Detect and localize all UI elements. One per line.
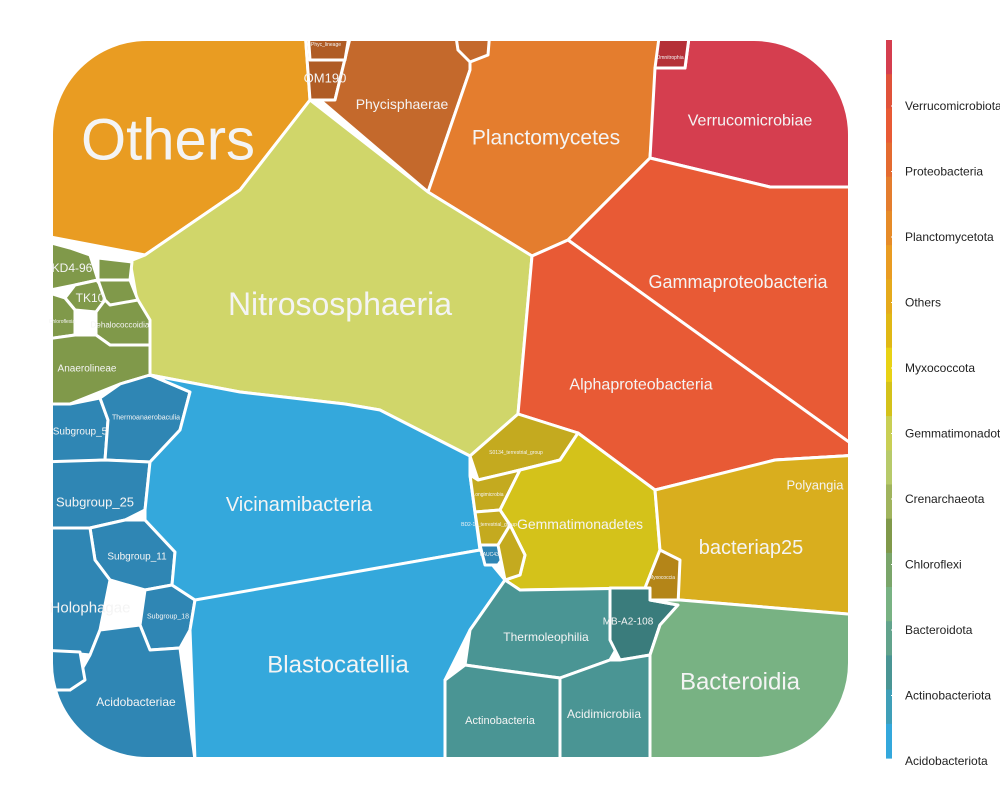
label-nitrososphaeria: Nitrososphaeria <box>228 286 452 322</box>
cell-minor-phycsmall <box>453 40 492 64</box>
label-bacteriap25: bacteriap25 <box>699 537 804 559</box>
cell-holophagae <box>52 526 112 657</box>
cells-layer <box>52 40 849 758</box>
cell-subgroup-25 <box>52 458 152 530</box>
label-dehalococcoidia: Dehalococcoidia <box>91 321 150 330</box>
label-longimicrobia: Longimicrobia <box>472 492 503 498</box>
label-phycisphaerae: Phycisphaerae <box>356 96 449 112</box>
legend-label-crenarchaeota: Crenarchaeota <box>905 492 985 506</box>
legend-label-chloroflexi: Chloroflexi <box>905 558 962 572</box>
label-mb-a2-108: MB-A2-108 <box>603 617 654 628</box>
legend-colorbar-segment <box>886 416 892 451</box>
label-others: Others <box>81 108 255 173</box>
legend-colorbar-segment <box>886 655 892 691</box>
cell-bacteroidia <box>648 598 849 758</box>
label-thermoanaerobaculia: Thermoanaerobaculia <box>112 415 180 422</box>
chart-border <box>51 39 850 759</box>
legend-colorbar-segment <box>886 279 892 315</box>
legend-colorbar-segment <box>886 40 892 75</box>
label-subgroup-11: Subgroup_11 <box>107 552 167 563</box>
cell-actinobacteria <box>443 663 562 758</box>
label-s0134-terrestrial-group: S0134_terrestrial_group <box>489 450 543 456</box>
label-gemmatimonadetes: Gemmatimonadetes <box>517 516 643 532</box>
label-verrucomicrobiae: Verrucomicrobiae <box>688 113 813 130</box>
cell-minor-chlororight <box>96 278 140 307</box>
legend-label-gemmatimonadota: Gemmatimonadota <box>905 427 1000 441</box>
legend-label-planctomycetota: Planctomycetota <box>905 230 994 244</box>
label-acidobacteriae: Acidobacteriae <box>96 695 176 709</box>
label-phyc-lineage: Phyc_lineage <box>311 42 341 48</box>
legend-colorbar-segment <box>886 313 892 349</box>
label-subgroup-25: Subgroup_25 <box>56 495 134 510</box>
labels-layer: Others OM190 Phycisphaerae Planctomycetes Ve… <box>49 42 845 727</box>
legend-colorbar-segment <box>886 176 892 212</box>
label-polyangia: Polyangia <box>786 478 844 493</box>
cell-gammaproteobacteria <box>566 156 849 452</box>
label-blastocatellia: Blastocatellia <box>267 652 409 679</box>
label-gammaproteobacteria: Gammaproteobacteria <box>648 272 828 292</box>
label-bacteroidia: Bacteroidia <box>680 669 801 696</box>
cell-chloroflexia <box>52 288 77 342</box>
legend-colorbar-segment <box>886 621 892 657</box>
legend-colorbar-segment <box>886 552 892 588</box>
cell-minor-kd4small <box>96 256 134 284</box>
label-bd2-11-terrestrial-group: BD2-11_terrestrial_group <box>461 522 517 528</box>
cell-phyc-lineage <box>306 40 352 62</box>
legend-colorbar-segment <box>886 484 892 520</box>
label-alphaproteobacteria: Alphaproteobacteria <box>569 377 712 394</box>
label-om190: OM190 <box>304 71 347 86</box>
cell-minor-smallacido <box>52 648 87 692</box>
legend-colorbar-segment <box>886 518 892 554</box>
legend-label-proteobacteria: Proteobacteria <box>905 165 983 179</box>
legend-colorbar-segment <box>886 74 892 109</box>
legend-colorbar-segment <box>886 347 892 383</box>
legend-colorbar-segment <box>886 108 892 144</box>
label-acidimicrobiia: Acidimicrobiia <box>567 707 641 721</box>
legend-colorbar-segment <box>886 587 892 622</box>
label-omnitrophia: Omnitrophia <box>656 55 683 61</box>
label-holophagae: Holophagae <box>50 600 131 617</box>
legend-label-myxococcota: Myxococcota <box>905 361 975 375</box>
cell-minor-smallgem <box>496 523 527 582</box>
legend-label-verrucomicrobiota: Verrucomicrobiota <box>905 99 1000 113</box>
legend-colorbar-segment <box>886 723 892 759</box>
legend: Verrucomicrobiota Proteobacteria Planctomy… <box>886 40 1000 768</box>
label-vicinamibacteria: Vicinamibacteria <box>226 494 373 516</box>
legend-colorbar-segment <box>886 450 892 486</box>
legend-label-bacteroidota: Bacteroidota <box>905 623 973 637</box>
label-planctomycetes: Planctomycetes <box>472 127 620 150</box>
label-actinobacteria: Actinobacteria <box>465 715 536 727</box>
legend-colorbar-segment <box>886 245 892 280</box>
label-kd4-96: KD4-96 <box>52 261 93 275</box>
legend-label-actinobacteriota: Actinobacteriota <box>905 689 991 703</box>
label-subgroup-5: Subgroup_5 <box>53 427 108 438</box>
legend-colorbar-segment <box>886 210 892 246</box>
label-thermoleophilia: Thermoleophilia <box>503 630 589 644</box>
legend-label-acidobacteriota: Acidobacteriota <box>905 754 988 768</box>
label-pauc43f: PAUC43f <box>480 552 501 558</box>
label-myxococcia: Myxococcia <box>649 575 675 581</box>
label-subgroup-18: Subgroup_18 <box>147 614 189 621</box>
label-anaerolineae: Anaerolineae <box>58 364 117 375</box>
legend-colorbar-segment <box>886 142 892 178</box>
legend-colorbar-segment <box>886 381 892 417</box>
cell-omnitrophia <box>653 40 692 70</box>
label-tk10: TK10 <box>76 291 105 305</box>
label-chloroflexia: Chloroflexia <box>49 319 76 325</box>
legend-label-others: Others <box>905 296 941 310</box>
legend-colorbar-segment <box>886 689 892 725</box>
